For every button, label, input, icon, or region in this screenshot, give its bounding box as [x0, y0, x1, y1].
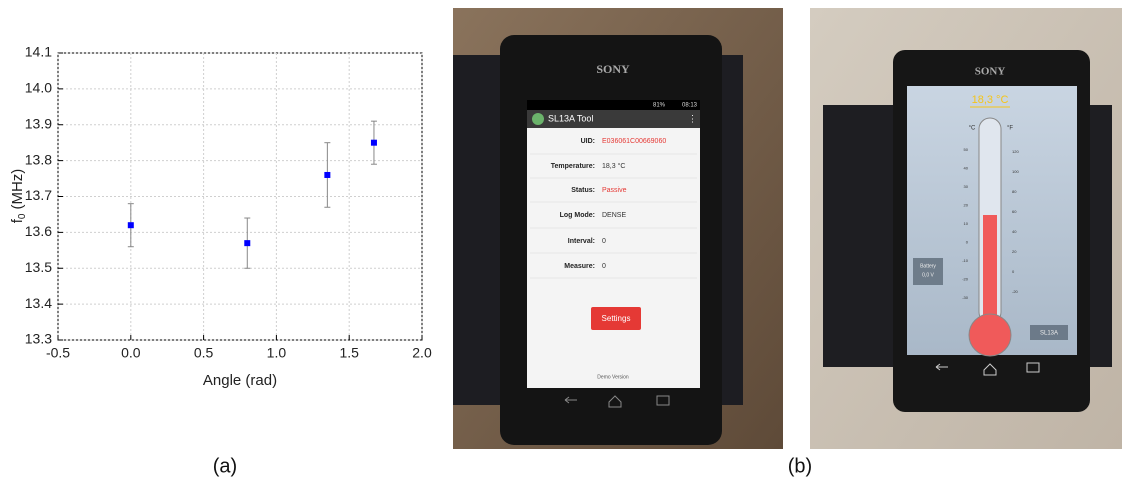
photo-left: SONY 81% 08:13 SL13A Tool ⋮ UID: E036061… [453, 8, 783, 449]
row-label: Log Mode: [560, 212, 595, 219]
brand: SONY [975, 66, 1006, 78]
scale-f-label: -20 [1012, 289, 1019, 294]
y-tick-label: 13.3 [25, 331, 52, 347]
y-tick-label: 13.8 [25, 151, 52, 167]
menu-icon: ⋮ [688, 113, 697, 123]
row-label: Temperature: [551, 163, 595, 170]
settings-label: Settings [602, 314, 631, 323]
app-title: SL13A Tool [548, 113, 593, 123]
x-tick-label: 0.0 [121, 345, 141, 361]
battery-label: Battery [920, 263, 936, 269]
status-battery: 81% [653, 103, 666, 109]
y-tick-label: 13.7 [25, 187, 52, 203]
scale-f-label: 60 [1012, 209, 1017, 214]
rows: UID: E036061C00669060 Temperature: 18,3 … [530, 138, 697, 279]
brand: SONY [596, 62, 630, 76]
chart: 13.3 13.4 13.5 13.6 13.7 13.8 13.9 14.0 14.1 -0.5… [9, 44, 432, 389]
photo-right: SONY 18,3 °C °C °F 50403020100-10-20-301… [810, 8, 1122, 449]
scale-f-label: 120 [1012, 149, 1019, 154]
row-label: Status: [571, 187, 595, 194]
ticks: 13.3 13.4 13.5 13.6 13.7 13.8 13.9 14.0 14.1 -0.5… [25, 44, 432, 361]
row-label: UID: [581, 138, 595, 145]
battery-value: 0,0 V [922, 272, 934, 278]
row-value: 0 [602, 238, 606, 245]
scale-c-label: -10 [962, 258, 969, 263]
x-tick-label: -0.5 [46, 345, 70, 361]
y-label-unit: (MHz) [9, 169, 26, 210]
y-tick-label: 13.5 [25, 259, 52, 275]
y-tick-label: 13.6 [25, 223, 52, 239]
row-value: DENSE [602, 212, 626, 219]
scale-c-label: 50 [964, 147, 969, 152]
scale-c-label: 30 [964, 184, 969, 189]
panel-label: (a) [213, 455, 237, 477]
row-value: 18,3 °C [602, 162, 625, 170]
row-label: Interval: [568, 238, 595, 245]
footer: Demo Version [597, 374, 629, 380]
y-tick-label: 14.1 [25, 44, 52, 60]
scale-f-label: 40 [1012, 229, 1017, 234]
unit-c: °C [969, 126, 976, 132]
point [244, 240, 251, 247]
temperature: 18,3 °C [972, 94, 1009, 106]
marks [127, 120, 377, 269]
y-label-main: f [9, 218, 26, 223]
y-tick-label: 14.0 [25, 80, 52, 96]
y-tick-label: 13.9 [25, 115, 52, 131]
scale-f-label: 100 [1012, 169, 1019, 174]
scale-c-label: -20 [962, 277, 969, 282]
scale-c-label: 0 [966, 240, 969, 245]
x-tick-label: 2.0 [412, 345, 432, 361]
tag: SL13A [1040, 331, 1058, 337]
row-label: Measure: [564, 263, 595, 270]
panel-label: (b) [788, 455, 812, 477]
scale-f-label: 80 [1012, 189, 1017, 194]
point [127, 222, 134, 229]
y-label-sub: 0 [17, 213, 28, 219]
row-value: 0 [602, 263, 606, 270]
scale-c-label: 40 [964, 166, 969, 171]
x-tick-label: 0.5 [194, 345, 214, 361]
row-value: E036061C00669060 [602, 138, 666, 145]
point [370, 139, 377, 146]
row-value: Passive [602, 187, 627, 194]
x-axis-label: Angle (rad) [203, 372, 277, 389]
point [324, 171, 331, 178]
scale-f-label: 0 [1012, 269, 1015, 274]
x-tick-label: 1.5 [339, 345, 359, 361]
y-axis-label: f0 (MHz) [9, 169, 28, 224]
x-tick-label: 1.0 [267, 345, 287, 361]
settings-button[interactable] [591, 307, 641, 330]
scale-c-label: -30 [962, 295, 969, 300]
scale-c-label: 20 [964, 203, 969, 208]
scale-f-label: 20 [1012, 249, 1017, 254]
status-time: 08:13 [682, 103, 698, 109]
unit-f: °F [1007, 126, 1013, 132]
y-tick-label: 13.4 [25, 295, 52, 311]
scale-c-label: 10 [964, 221, 969, 226]
